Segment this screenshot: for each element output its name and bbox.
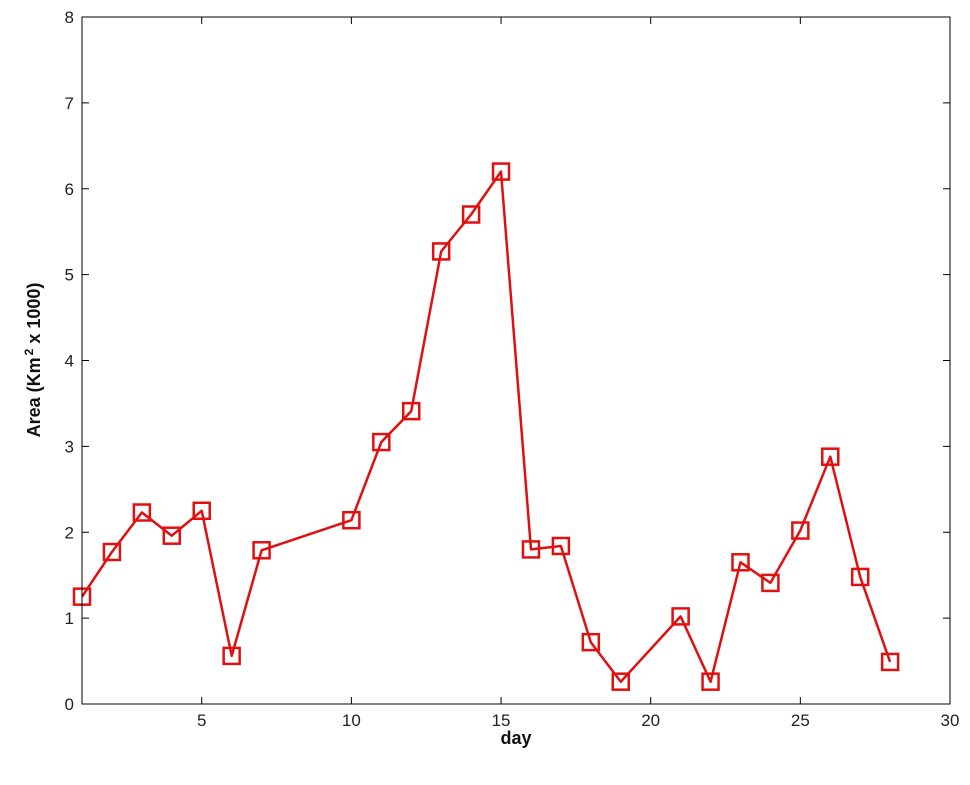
data-point-marker xyxy=(461,205,481,224)
data-point-marker xyxy=(222,646,241,666)
data-point-marker xyxy=(132,503,152,522)
data-point-marker xyxy=(880,652,900,672)
data-point-marker xyxy=(431,242,451,261)
y-axis-label-tail: x 1000) xyxy=(24,283,44,349)
data-point-marker xyxy=(491,162,511,181)
y-tick-label: 7 xyxy=(65,94,74,113)
x-tick-label: 15 xyxy=(492,711,511,730)
y-tick-label: 6 xyxy=(65,180,74,199)
y-tick-label: 5 xyxy=(65,266,74,285)
x-tick-label: 20 xyxy=(641,711,660,730)
data-point-marker xyxy=(102,542,122,562)
data-point-marker xyxy=(372,432,391,452)
data-point-marker xyxy=(791,521,810,540)
data-point-marker xyxy=(821,447,840,466)
data-point-marker xyxy=(581,632,601,652)
y-tick-label: 8 xyxy=(65,8,74,27)
data-point-marker xyxy=(192,501,211,521)
data-point-marker xyxy=(850,567,870,587)
data-point-marker xyxy=(731,553,750,572)
data-point-marker xyxy=(611,672,631,691)
y-tick-label: 4 xyxy=(65,352,74,371)
x-tick-label: 25 xyxy=(791,711,810,730)
data-point-marker xyxy=(401,401,421,421)
y-axis-label: Area (Km 2 x 1000) xyxy=(22,283,44,438)
data-point-marker xyxy=(761,573,780,593)
axis-ticks: 5 10 15 20 25 30 0 1 2 3 4 5 6 7 8 xyxy=(65,8,960,730)
data-point-marker xyxy=(701,672,720,691)
data-point-marker xyxy=(521,540,541,559)
data-point-marker xyxy=(252,541,271,560)
y-axis-label-superscript: 2 xyxy=(22,348,36,355)
x-axis-label: day xyxy=(500,728,531,748)
x-tick-label: 30 xyxy=(941,711,960,730)
data-point-marker xyxy=(342,510,361,530)
data-point-marker xyxy=(551,536,571,556)
y-tick-label: 0 xyxy=(65,695,74,714)
y-tick-label: 1 xyxy=(65,609,74,628)
y-tick-label: 3 xyxy=(65,437,74,456)
data-point-marker xyxy=(671,607,690,626)
y-tick-label: 2 xyxy=(65,523,74,542)
data-point-marker xyxy=(162,526,182,545)
series-line xyxy=(80,170,892,683)
x-tick-label: 10 xyxy=(342,711,361,730)
x-tick-label: 5 xyxy=(197,711,206,730)
y-axis-label-main: Area (Km xyxy=(24,357,44,437)
